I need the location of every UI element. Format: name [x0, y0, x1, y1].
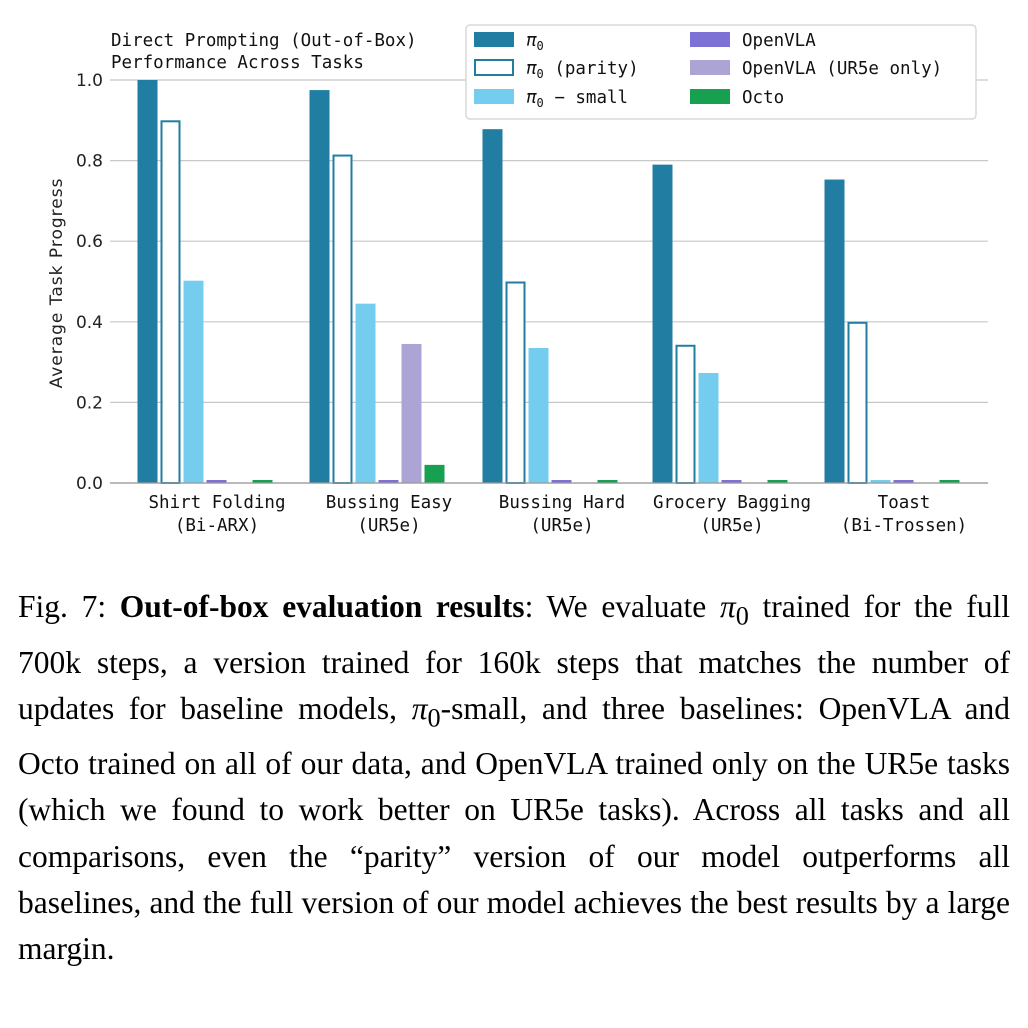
legend-swatch-0-parity [474, 59, 514, 76]
legend-label-0-small: π0 − small [526, 88, 628, 110]
caption-text-1: : We evaluate [524, 589, 720, 624]
caption-pi-subscript-2: 0 [427, 703, 441, 732]
legend-label-0-parity: π0 (parity) [526, 59, 639, 81]
y-axis-label: Average Task Progress [47, 178, 67, 389]
bar-0-small-2 [355, 303, 376, 483]
chart-title-line: Performance Across Tasks [111, 53, 364, 73]
bar-0-1 [137, 80, 158, 483]
axes: 0.0 0.2 0.4 0.6 0.8 1.0 Average Task Progress S… [47, 71, 988, 536]
x-tick-label: Grocery Bagging [653, 493, 811, 513]
x-tick-label: Bussing Hard [499, 493, 625, 513]
x-tick-label: (UR5e) [530, 516, 593, 536]
bar-openvla-5 [893, 480, 914, 483]
bar-0-parity-1 [160, 120, 181, 485]
bar-0-small-1 [183, 280, 204, 483]
y-tick-label: 0.0 [76, 474, 103, 494]
x-tick-label: (Bi-ARX) [175, 516, 259, 536]
legend-label-octo: Octo [742, 88, 784, 108]
bar-octo-1 [252, 480, 273, 483]
bar-0-3 [482, 129, 503, 483]
bar-0-parity-3 [505, 281, 526, 484]
bars [137, 80, 960, 485]
legend-label-openvla: OpenVLA [742, 31, 816, 51]
bar-0-parity-5 [847, 321, 868, 484]
bar-0-small-3 [528, 347, 549, 483]
bar-0-4 [652, 164, 673, 483]
bar-0-2 [309, 90, 330, 483]
y-tick-label: 1.0 [76, 71, 103, 91]
y-tick-label: 0.4 [76, 313, 103, 333]
bar-openvla-ur5e-only-2 [401, 343, 422, 483]
legend-swatch-0-small [474, 89, 514, 104]
bar-openvla-2 [378, 480, 399, 483]
legend: π0 OpenVLA π0 (parity) OpenVLA (UR5e only) π… [465, 24, 977, 120]
x-tick-label: Bussing Easy [326, 493, 452, 513]
x-tick-label: (UR5e) [700, 516, 763, 536]
bar-0-small-5 [870, 480, 891, 483]
legend-swatch-0 [474, 32, 514, 47]
legend-swatch-openvla-ur5e-only [690, 60, 730, 75]
bar-openvla-1 [206, 480, 227, 483]
x-tick-label: Toast [878, 493, 931, 513]
x-tick-label: (Bi-Trossen) [841, 516, 967, 536]
chart-title-line: Direct Prompting (Out-of-Box) [111, 31, 417, 51]
legend-label-openvla-ur5e-only: OpenVLA (UR5e only) [742, 59, 942, 79]
x-tick-label: (UR5e) [357, 516, 420, 536]
bar-0-parity-2 [332, 154, 353, 484]
caption-label: Fig. 7: [18, 589, 120, 624]
bar-openvla-4 [721, 480, 742, 483]
legend-label-0: π0 [526, 31, 544, 53]
figure-caption: Fig. 7: Out-of-box evaluation results: W… [18, 584, 1010, 972]
bar-0-5 [824, 179, 845, 483]
bar-0-small-4 [698, 372, 719, 483]
bar-octo-5 [939, 480, 960, 483]
y-tick-label: 0.6 [76, 232, 103, 252]
bar-0-parity-4 [675, 344, 696, 484]
bar-chart: 0.0 0.2 0.4 0.6 0.8 1.0 Average Task Progress S… [47, 24, 988, 536]
bar-openvla-3 [551, 480, 572, 483]
bar-octo-4 [767, 480, 788, 483]
chart-title: Direct Prompting (Out-of-Box)Performance… [111, 31, 417, 73]
caption-bold-title: Out-of-box evaluation results [119, 589, 525, 624]
caption-pi-symbol: π [719, 589, 736, 624]
caption-pi-subscript: 0 [735, 601, 749, 631]
caption-pi-symbol-2: π [411, 690, 428, 726]
x-tick-label: Shirt Folding [149, 493, 286, 513]
legend-swatch-openvla [690, 32, 730, 47]
bar-octo-2 [424, 464, 445, 483]
y-tick-label: 0.2 [76, 393, 103, 413]
caption-text-3: -small, and three baselines: OpenVLA and… [18, 690, 1010, 967]
y-tick-label: 0.8 [76, 152, 103, 172]
caption-text-2: trained for the full 700k steps, a versi… [18, 589, 1010, 726]
legend-swatch-octo [690, 89, 730, 104]
bar-octo-3 [597, 480, 618, 483]
